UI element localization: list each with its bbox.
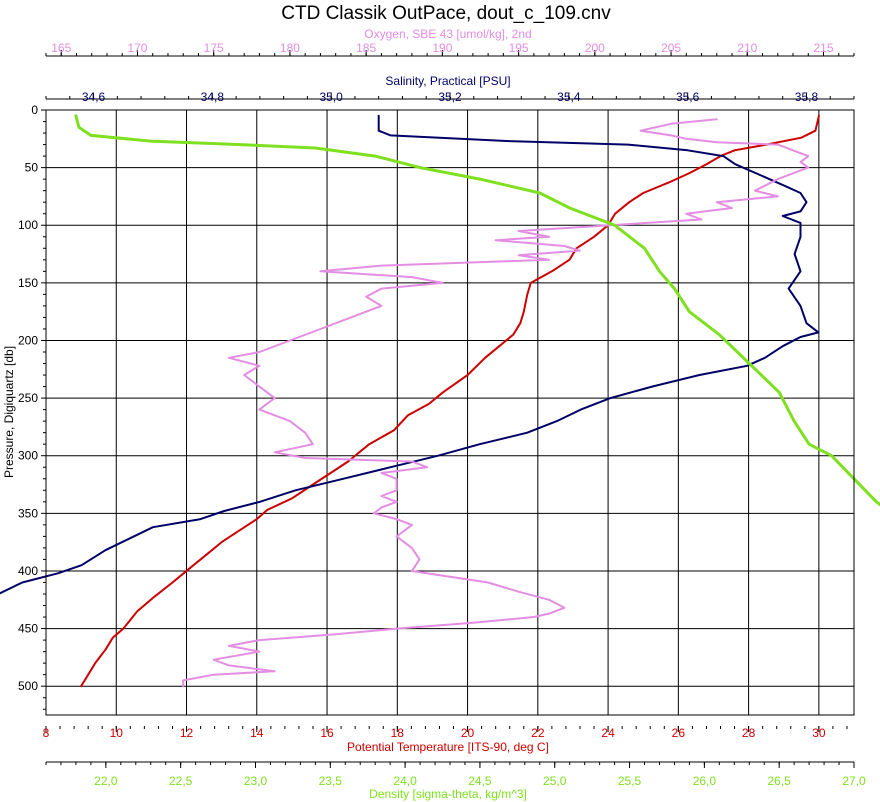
temperature-profile-line: [80, 114, 820, 688]
y-tick-label: 200: [18, 333, 38, 347]
density-tick-label: 24,5: [468, 774, 492, 788]
salinity-tick-label: 34,8: [201, 90, 225, 104]
density-axis-label: Density [sigma-theta, kg/m^3]: [369, 787, 527, 801]
salinity-tick-label: 35,8: [795, 90, 819, 104]
oxygen-tick-label: 190: [432, 41, 452, 55]
salinity-axis: 34,6 34,8 35,0 35,2 35,4 35,6 35,8: [45, 90, 855, 104]
salinity-axis-label: Salinity, Practical [PSU]: [385, 74, 510, 88]
oxygen-tick-label: 215: [813, 41, 833, 55]
density-tick-label: 26,5: [768, 774, 792, 788]
temperature-tick-label: 30: [812, 726, 826, 740]
temperature-tick-label: 20: [461, 726, 475, 740]
oxygen-tick-label: 200: [585, 41, 605, 55]
oxygen-tick-label: 210: [737, 41, 757, 55]
temperature-tick-label: 24: [601, 726, 615, 740]
oxygen-profile-line: [182, 118, 810, 688]
density-tick-label: 26,0: [693, 774, 717, 788]
density-tick-label: 23,5: [319, 774, 343, 788]
salinity-tick-label: 35,2: [438, 90, 462, 104]
temperature-tick-label: 8: [43, 726, 50, 740]
chart-title: CTD Classik OutPace, dout_c_109.cnv: [281, 3, 611, 24]
salinity-profile-line: [0, 114, 820, 595]
y-tick-label: 150: [18, 276, 38, 290]
density-tick-label: 25,0: [543, 774, 567, 788]
salinity-tick-label: 34,6: [82, 90, 106, 104]
data-series: [0, 114, 880, 688]
oxygen-tick-label: 165: [51, 41, 71, 55]
oxygen-tick-label: 185: [356, 41, 376, 55]
density-profile-line: [74, 114, 880, 507]
y-tick-label: 350: [18, 506, 38, 520]
y-tick-label: 250: [18, 391, 38, 405]
temperature-tick-label: 28: [742, 726, 756, 740]
temperature-tick-label: 18: [391, 726, 405, 740]
density-axis: 22,0 22,5 23,0 23,5 24,0 24,5 25,0 25,5 26,0 26,5…: [45, 761, 866, 788]
density-tick-label: 22,0: [94, 774, 118, 788]
oxygen-axis: 165 170 175 180 185 190 195 200 205 210 215: [45, 41, 855, 57]
plot-frame: [45, 109, 855, 716]
oxygen-tick-label: 175: [204, 41, 224, 55]
density-tick-label: 23,0: [244, 774, 268, 788]
temperature-axis-label: Potential Temperature [ITS-90, deg C]: [347, 740, 549, 754]
temperature-tick-label: 26: [672, 726, 686, 740]
y-tick-label: 500: [18, 679, 38, 693]
temperature-tick-label: 10: [110, 726, 124, 740]
oxygen-tick-label: 205: [661, 41, 681, 55]
temperature-axis: 8 10 12 14 16 18 20 22 24 26 28 30: [43, 726, 848, 740]
oxygen-tick-label: 170: [127, 41, 147, 55]
y-tick-label: 400: [18, 564, 38, 578]
y-tick-label: 300: [18, 449, 38, 463]
density-tick-label: 25,5: [618, 774, 642, 788]
oxygen-tick-label: 195: [509, 41, 529, 55]
salinity-tick-label: 35,6: [676, 90, 700, 104]
salinity-tick-label: 35,0: [319, 90, 343, 104]
y-axis-label: Pressure, Digiquartz [db]: [2, 346, 16, 478]
y-tick-label: 50: [25, 161, 39, 175]
oxygen-axis-label: Oxygen, SBE 43 [umol/kg], 2nd: [364, 27, 531, 41]
density-tick-label: 22,5: [169, 774, 193, 788]
density-tick-label: 24,0: [393, 774, 417, 788]
temperature-tick-label: 16: [320, 726, 334, 740]
plot-grid: [46, 110, 854, 715]
temperature-tick-label: 12: [180, 726, 194, 740]
salinity-tick-label: 35,4: [557, 90, 581, 104]
y-tick-label: 100: [18, 218, 38, 232]
temperature-tick-label: 14: [250, 726, 264, 740]
temperature-tick-label: 22: [531, 726, 545, 740]
y-tick-label: 450: [18, 622, 38, 636]
oxygen-tick-label: 180: [280, 41, 300, 55]
y-tick-label: 0: [31, 103, 38, 117]
density-tick-label: 27,0: [842, 774, 866, 788]
